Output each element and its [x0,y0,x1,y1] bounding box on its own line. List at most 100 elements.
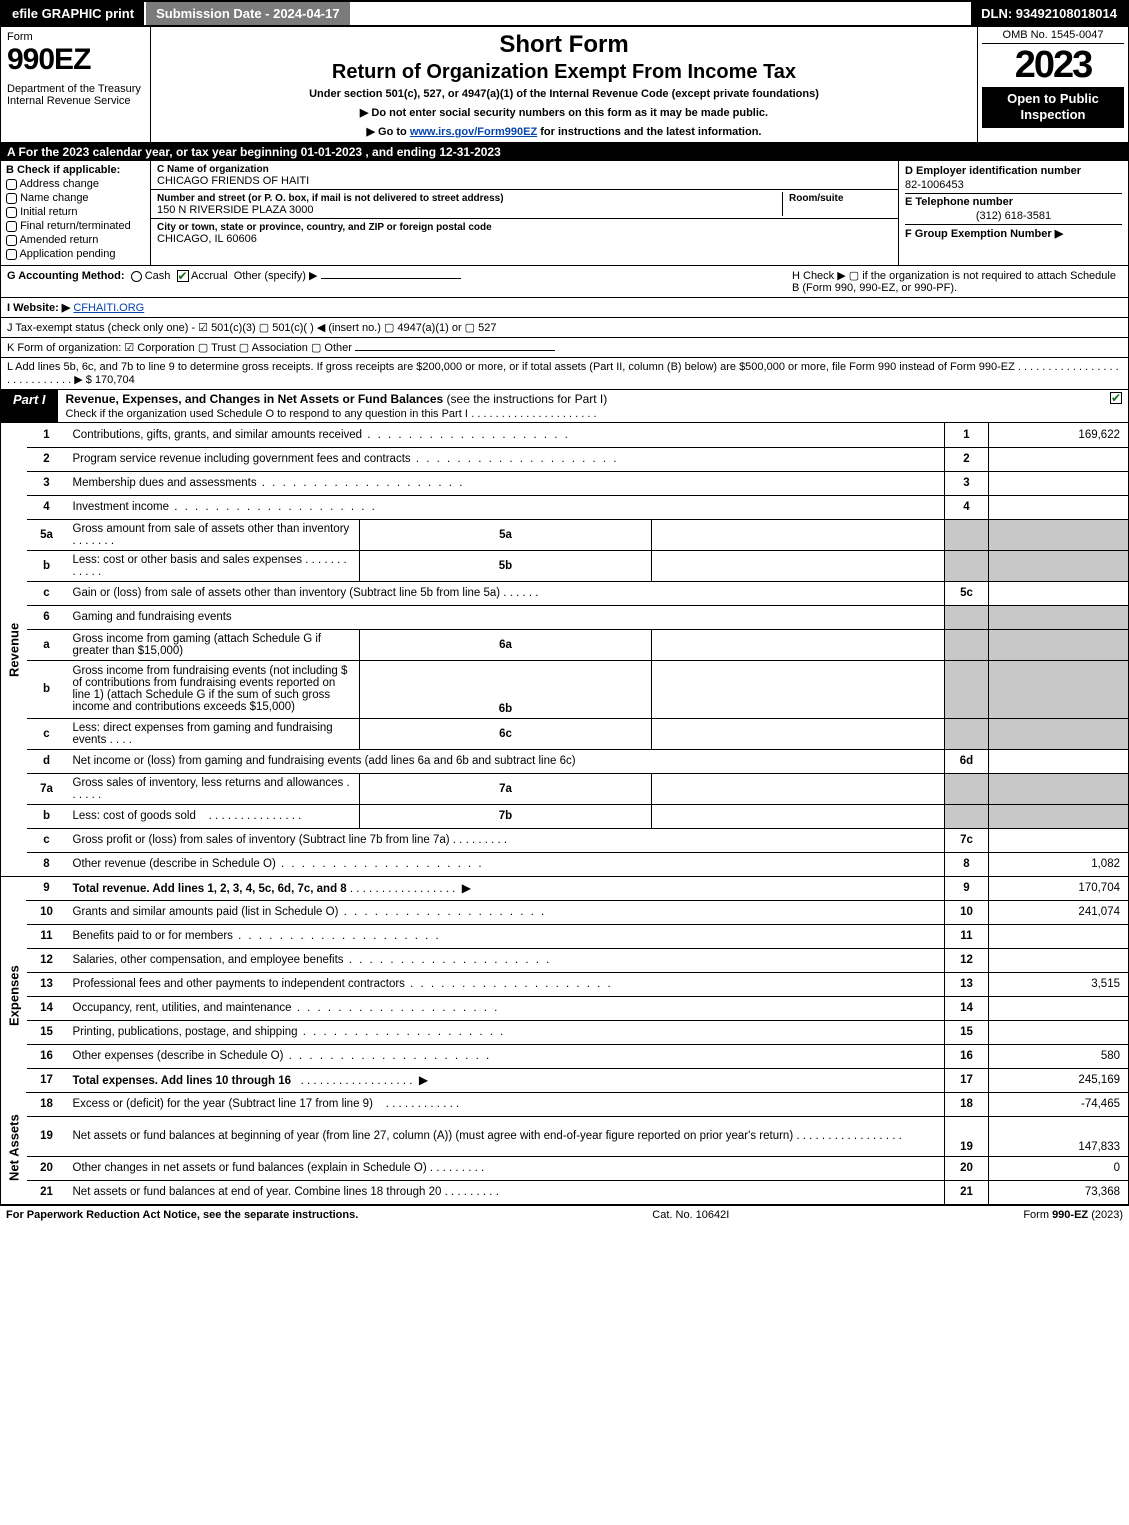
l6c-num: c [27,718,67,749]
line-9: 9 Total revenue. Add lines 1, 2, 3, 4, 5… [1,876,1129,900]
l7a-sub: 7a [359,773,652,804]
l1-amt: 169,622 [989,423,1129,447]
l15-desc: Printing, publications, postage, and shi… [73,1026,298,1038]
row-a-calendar-year: A For the 2023 calendar year, or tax yea… [0,143,1129,161]
instruction-goto: ▶ Go to www.irs.gov/Form990EZ for instru… [159,125,969,138]
part-i-schedule-o-checkbox[interactable] [1110,392,1122,404]
l7c-amt [989,828,1129,852]
l14-desc: Occupancy, rent, utilities, and maintena… [73,1002,292,1014]
line-19: 19 Net assets or fund balances at beginn… [1,1116,1129,1156]
l12-amt [989,948,1129,972]
l5a-greyamt [989,519,1129,550]
footer-right-post: (2023) [1088,1209,1123,1221]
check-final-return[interactable] [6,221,17,232]
check-initial-return[interactable] [6,207,17,218]
line-6a: a Gross income from gaming (attach Sched… [1,629,1129,660]
l19-desc: Net assets or fund balances at beginning… [73,1130,794,1142]
check-application-pending[interactable] [6,249,17,260]
line-10: Expenses 10 Grants and similar amounts p… [1,900,1129,924]
l21-num: 21 [27,1180,67,1204]
l15-ln: 15 [945,1020,989,1044]
open-to-public-badge: Open to Public Inspection [982,87,1124,128]
l10-amt: 241,074 [989,900,1129,924]
l1-num: 1 [27,423,67,447]
d-ein-value: 82-1006453 [905,179,1122,191]
l4-amt [989,495,1129,519]
dln-label: DLN: 93492108018014 [971,2,1127,25]
l20-ln: 20 [945,1156,989,1180]
line-14: 14 Occupancy, rent, utilities, and maint… [1,996,1129,1020]
side-revenue: Revenue [1,423,27,876]
l5c-ln: 5c [945,581,989,605]
l20-amt: 0 [989,1156,1129,1180]
l11-desc: Benefits paid to or for members [73,930,233,942]
check-address-change[interactable] [6,179,17,190]
l1-ln: 1 [945,423,989,447]
tax-year: 2023 [982,44,1124,87]
efile-print-button[interactable]: efile GRAPHIC print [2,2,146,25]
form-number: 990EZ [7,43,144,77]
l2-ln: 2 [945,447,989,471]
l6c-subval [652,718,945,749]
check-amended-return-label: Amended return [19,234,98,246]
l7b-desc: Less: cost of goods sold [73,810,196,822]
check-amended-return[interactable] [6,235,17,246]
l6a-grey [945,629,989,660]
footer-right-pre: Form [1023,1209,1052,1221]
i-label: I Website: ▶ [7,302,70,314]
d-ein-label: D Employer identification number [905,165,1081,177]
section-b-block: B Check if applicable: Address change Na… [0,161,1129,266]
l13-desc: Professional fees and other payments to … [73,978,405,990]
g-cash-radio[interactable] [131,271,142,282]
part-i-note: (see the instructions for Part I) [447,392,608,406]
l4-num: 4 [27,495,67,519]
l10-ln: 10 [945,900,989,924]
website-link[interactable]: CFHAITI.ORG [73,302,144,314]
line-7b: b Less: cost of goods sold . . . . . . .… [1,804,1129,828]
footer: For Paperwork Reduction Act Notice, see … [0,1205,1129,1224]
g-accrual-label: Accrual [191,270,228,282]
l5b-sub: 5b [359,550,652,581]
l6d-amt [989,749,1129,773]
g-cash-label: Cash [145,270,171,282]
l5a-sub: 5a [359,519,652,550]
l12-ln: 12 [945,948,989,972]
line-6: 6 Gaming and fundraising events [1,605,1129,629]
l8-ln: 8 [945,852,989,876]
l4-ln: 4 [945,495,989,519]
instruction-ssn: ▶ Do not enter social security numbers o… [159,106,969,119]
g-accrual-checkbox[interactable] [177,270,189,282]
l5c-amt [989,581,1129,605]
l8-num: 8 [27,852,67,876]
header-center: Short Form Return of Organization Exempt… [151,27,978,142]
l7b-subval [652,804,945,828]
line-6b: b Gross income from fundraising events (… [1,660,1129,718]
top-bar: efile GRAPHIC print Submission Date - 20… [0,0,1129,27]
submission-date-button[interactable]: Submission Date - 2024-04-17 [146,2,352,25]
row-h-text: H Check ▶ ▢ if the organization is not r… [792,269,1122,294]
l19-amt: 147,833 [989,1116,1129,1156]
l2-desc: Program service revenue including govern… [73,453,411,465]
g-label: G Accounting Method: [7,270,125,282]
check-name-change[interactable] [6,193,17,204]
row-k-org-form: K Form of organization: ☑ Corporation ▢ … [0,338,1129,358]
l3-amt [989,471,1129,495]
l13-amt: 3,515 [989,972,1129,996]
l6b-grey [945,660,989,718]
form-header: Form 990EZ Department of the Treasury In… [0,27,1129,143]
l7c-desc: Gross profit or (loss) from sales of inv… [73,834,450,846]
check-name-change-label: Name change [20,192,89,204]
line-16: 16 Other expenses (describe in Schedule … [1,1044,1129,1068]
l5a-grey [945,519,989,550]
line-18: Net Assets 18 Excess or (deficit) for th… [1,1092,1129,1116]
check-initial-return-label: Initial return [20,206,77,218]
l21-ln: 21 [945,1180,989,1204]
l5b-greyamt [989,550,1129,581]
l18-num: 18 [27,1092,67,1116]
l6c-desc: Less: direct expenses from gaming and fu… [73,722,333,746]
g-other-input[interactable] [321,278,461,279]
irs-link[interactable]: www.irs.gov/Form990EZ [410,126,537,138]
c-name-label: C Name of organization [157,164,269,175]
k-other-input[interactable] [355,350,555,351]
l19-ln: 19 [945,1116,989,1156]
